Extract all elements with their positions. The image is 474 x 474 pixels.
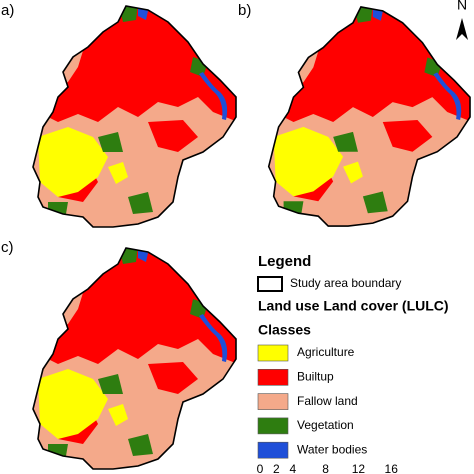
panel-label: a) — [1, 2, 14, 19]
map-b — [234, 3, 472, 231]
boundary-label: Study area boundary — [290, 276, 401, 290]
legend-subtitle: Land use Land cover (LULC) — [258, 298, 449, 314]
class-swatch — [257, 417, 289, 435]
class-label: Builtup — [297, 369, 334, 383]
classes-title: Classes — [258, 322, 311, 338]
scale-label: 8 — [322, 462, 329, 474]
class-label: Fallow land — [297, 394, 358, 408]
class-swatch — [257, 393, 289, 410]
class-swatch — [257, 441, 289, 459]
class-label: Agriculture — [297, 345, 355, 359]
scale-label: 2 — [273, 462, 280, 474]
panel-label: b) — [238, 2, 251, 19]
boundary-swatch — [257, 276, 283, 292]
class-swatch — [257, 368, 289, 386]
class-swatch — [257, 344, 289, 362]
map-c — [0, 244, 238, 474]
scale-label: 0 — [257, 462, 264, 474]
north-label: N — [457, 0, 467, 13]
map-a — [0, 2, 238, 232]
class-label: Water bodies — [297, 442, 367, 456]
legend-title: Legend — [258, 253, 311, 270]
class-label: Vegetation — [297, 418, 354, 432]
scale-label: 12 — [352, 462, 366, 474]
panel-label: c) — [1, 239, 14, 256]
scale-label: 4 — [289, 462, 296, 474]
north-arrow: N — [456, 0, 468, 40]
scale-label: 16 — [385, 462, 399, 474]
